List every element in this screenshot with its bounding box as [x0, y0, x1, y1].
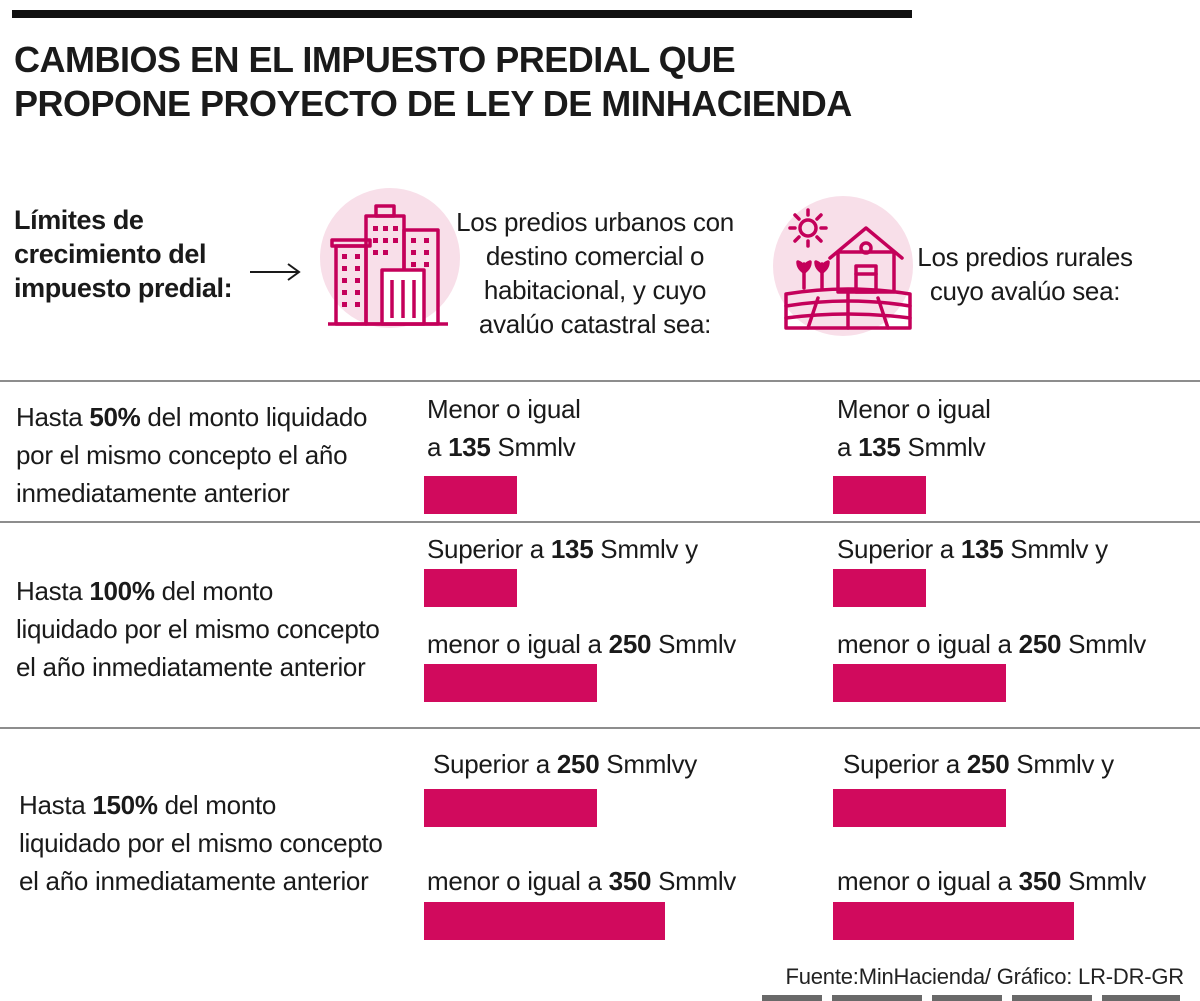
condition-text: a 135 Smmlv — [427, 432, 576, 462]
source-credit: Fuente:MinHacienda/ Gráfico: LR-DR-GR — [785, 964, 1184, 989]
intro-label: Límites de crecimiento del impuesto pred… — [14, 203, 233, 305]
divider — [0, 380, 1200, 382]
urban-description: Los predios urbanos con destino comercia… — [445, 205, 745, 341]
urban-description-line: avalúo catastral sea: — [478, 309, 712, 339]
condition-text: menor o igual a 250 Smmlv — [837, 629, 1146, 659]
divider — [0, 521, 1200, 523]
intro-label-line: impuesto predial: — [14, 273, 233, 303]
bar-rural-350 — [833, 902, 1074, 940]
row-label-50: Hasta 50% del monto liquidado por el mis… — [16, 398, 368, 512]
condition-text: Menor o igual — [427, 394, 581, 424]
condition-text: Superior a 250 Smmlvy — [433, 749, 697, 779]
farm-house-icon — [784, 208, 912, 330]
bar-rural-250 — [833, 789, 1006, 827]
urban-description-line: Los predios urbanos con — [456, 207, 734, 237]
row-label-post: del monto — [157, 790, 277, 820]
title-line-1: CAMBIOS EN EL IMPUESTO PREDIAL QUE — [14, 39, 736, 80]
row-label-150: Hasta 150% del monto liquidado por el mi… — [19, 786, 383, 900]
row-label-pre: Hasta — [19, 790, 93, 820]
condition-text: Superior a 250 Smmlv y — [843, 749, 1114, 779]
condition-text: Superior a 135 Smmlv y — [427, 534, 698, 564]
cropped-text-remnant — [762, 995, 1180, 1001]
row-label-line: por el mismo concepto el año — [16, 440, 348, 470]
city-buildings-icon — [328, 204, 448, 326]
bar-urban-250 — [424, 789, 597, 827]
bar-urban-250 — [424, 664, 597, 702]
row-label-line: liquidado por el mismo concepto — [19, 828, 383, 858]
urban-description-line: destino comercial o — [485, 241, 705, 271]
intro-label-line: Límites de — [14, 205, 144, 235]
divider — [0, 727, 1200, 729]
condition-text: Superior a 135 Smmlv y — [837, 534, 1108, 564]
urban-description-line: habitacional, y cuyo — [483, 275, 707, 305]
top-rule — [12, 10, 912, 18]
row-label-percent: 150% — [92, 790, 158, 820]
row-label-percent: 100% — [89, 576, 155, 606]
rural-description: Los predios rurales cuyo avalúo sea: — [905, 240, 1145, 308]
row-label-post: del monto liquidado — [140, 402, 368, 432]
row-label-post: del monto — [154, 576, 274, 606]
bar-urban-350 — [424, 902, 665, 940]
title-line-2: PROPONE PROYECTO DE LEY DE MINHACIENDA — [14, 83, 852, 124]
row-label-100: Hasta 100% del monto liquidado por el mi… — [16, 572, 380, 686]
bar-rural-250 — [833, 664, 1006, 702]
row-label-percent: 50% — [89, 402, 141, 432]
condition-text: menor o igual a 350 Smmlv — [837, 866, 1146, 896]
bar-urban-135 — [424, 476, 517, 514]
row-label-pre: Hasta — [16, 576, 90, 606]
bar-rural-135 — [833, 476, 926, 514]
arrow-right-icon — [250, 263, 301, 281]
bar-rural-135 — [833, 569, 926, 607]
row-label-line: inmediatamente anterior — [16, 478, 290, 508]
condition-text: menor o igual a 250 Smmlv — [427, 629, 736, 659]
condition-text: Menor o igual — [837, 394, 991, 424]
intro-label-line: crecimiento del — [14, 239, 207, 269]
condition-text: a 135 Smmlv — [837, 432, 986, 462]
row-label-line: el año inmediatamente anterior — [19, 866, 369, 896]
row-label-line: el año inmediatamente anterior — [16, 652, 366, 682]
row-label-pre: Hasta — [16, 402, 90, 432]
condition-text: menor o igual a 350 Smmlv — [427, 866, 736, 896]
rural-description-line: Los predios rurales — [917, 242, 1133, 272]
rural-description-line: cuyo avalúo sea: — [929, 276, 1121, 306]
row-label-line: liquidado por el mismo concepto — [16, 614, 380, 644]
bar-urban-135 — [424, 569, 517, 607]
page-title: CAMBIOS EN EL IMPUESTO PREDIAL QUE PROPO… — [14, 38, 1164, 126]
